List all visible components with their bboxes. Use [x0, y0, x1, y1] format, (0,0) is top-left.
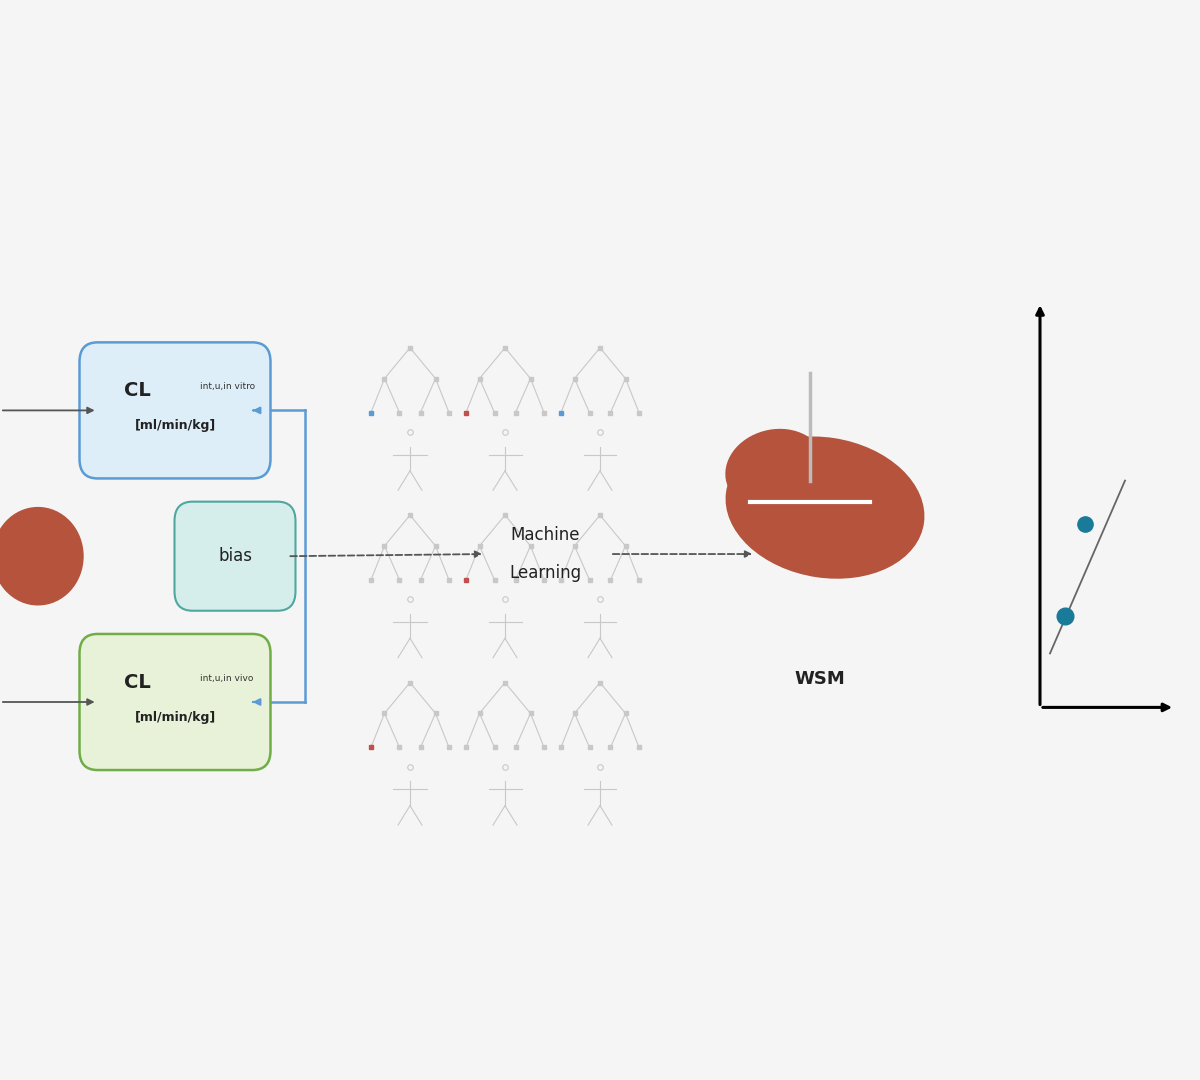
FancyBboxPatch shape	[79, 342, 270, 478]
Text: bias: bias	[218, 548, 252, 565]
Text: WSM: WSM	[794, 670, 845, 688]
Text: [ml/min/kg]: [ml/min/kg]	[134, 711, 216, 724]
Ellipse shape	[726, 436, 924, 579]
FancyBboxPatch shape	[174, 501, 295, 611]
Circle shape	[0, 508, 83, 605]
Text: int,u,in vitro: int,u,in vitro	[200, 382, 256, 391]
FancyBboxPatch shape	[79, 634, 270, 770]
Text: int,u,in vivo: int,u,in vivo	[200, 674, 253, 683]
Text: CL: CL	[124, 673, 150, 692]
Text: Machine: Machine	[510, 526, 580, 543]
Ellipse shape	[725, 429, 824, 511]
Text: [ml/min/kg]: [ml/min/kg]	[134, 419, 216, 432]
Text: CL: CL	[124, 381, 150, 401]
Text: Learning: Learning	[509, 565, 581, 582]
